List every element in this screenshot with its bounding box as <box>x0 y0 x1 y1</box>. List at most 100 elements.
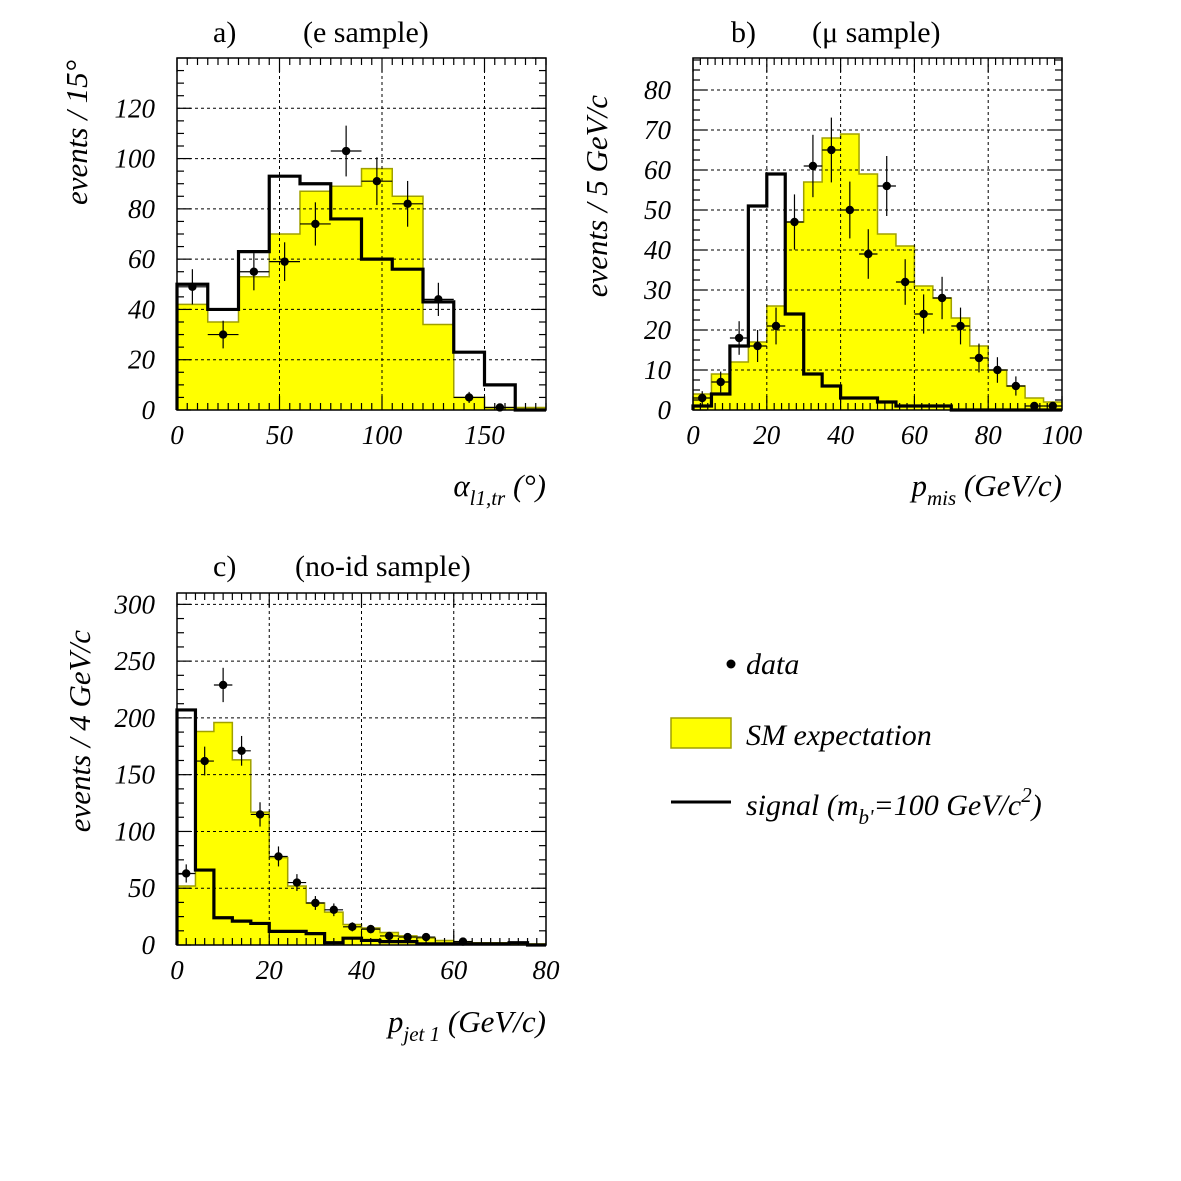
data-point <box>827 145 836 155</box>
y-tick-label: 300 <box>114 589 156 619</box>
x-tick-label: 60 <box>901 420 929 450</box>
data-point <box>1011 381 1021 391</box>
data-point <box>1030 401 1039 411</box>
data-point <box>937 293 947 303</box>
x-tick-label: 60 <box>440 955 468 985</box>
y-axis-label: events / 4 GeV/c <box>62 630 97 833</box>
legend-sm-label: SM expectation <box>746 719 932 752</box>
y-tick-label: 0 <box>658 395 672 425</box>
data-point <box>716 377 725 387</box>
legend-signal-label: signal (mb'=100 GeV/c2) <box>746 783 1042 829</box>
data-point <box>900 277 910 287</box>
panel-letter: a) <box>213 16 236 49</box>
panel-title: (e sample) <box>303 16 429 49</box>
y-tick-label: 0 <box>142 395 156 425</box>
y-tick-label: 60 <box>644 155 672 185</box>
x-tick-label: 0 <box>170 420 184 450</box>
data-point <box>255 810 265 819</box>
data-point <box>734 333 744 343</box>
y-tick-label: 150 <box>115 760 156 790</box>
y-tick-label: 250 <box>115 646 156 676</box>
panel-title: (no-id sample) <box>295 550 471 583</box>
panel-b: 0 20 40 60 80 100 0 10 20 30 40 50 60 70 80 b) (μ sample… <box>579 16 1083 510</box>
data-point <box>372 177 382 186</box>
data-point <box>808 161 818 171</box>
legend-sm-swatch <box>670 717 732 749</box>
data-point <box>280 257 289 266</box>
y-tick-label: 100 <box>115 816 156 846</box>
y-tick-label: 50 <box>128 873 156 903</box>
x-axis-label: pjet 1 (GeV/c) <box>386 1004 546 1046</box>
data-point <box>956 321 965 331</box>
data-point <box>403 932 412 942</box>
legend: data SM expectation signal (mb'=100 GeV/… <box>670 648 1042 829</box>
x-tick-label: 40 <box>827 420 855 450</box>
y-tick-label: 70 <box>644 115 672 145</box>
data-point <box>464 393 474 402</box>
y-axis-label: events / 5 GeV/c <box>579 95 614 298</box>
legend-data-label: data <box>746 648 799 681</box>
data-point <box>366 924 375 934</box>
y-tick-label: 20 <box>644 315 672 345</box>
y-tick-label: 120 <box>115 93 156 123</box>
data-point <box>864 249 873 259</box>
x-tick-label: 20 <box>256 955 284 985</box>
panel-a: 0 50 100 150 0 20 40 60 80 100 120 a) (e sample) αl1,… <box>59 16 547 510</box>
signal-histogram <box>175 174 546 412</box>
panel-c: 0 20 40 60 80 0 50 100 150 200 250 300 c) (no-id samp… <box>62 550 560 1046</box>
data-point <box>188 282 197 291</box>
data-point <box>274 852 283 861</box>
data-point <box>845 205 855 215</box>
data-point <box>403 199 412 209</box>
data-point <box>421 932 431 942</box>
data-point <box>698 393 707 403</box>
x-tick-label: 100 <box>1042 420 1083 450</box>
y-tick-label: 40 <box>644 235 672 265</box>
data-point <box>384 931 394 941</box>
y-tick-label: 80 <box>128 194 156 224</box>
x-tick-label: 0 <box>170 955 184 985</box>
y-tick-label: 0 <box>142 930 156 960</box>
data-point <box>249 267 259 276</box>
data-point <box>292 878 302 887</box>
y-axis-label: events / 15° <box>59 60 94 205</box>
x-tick-label: 0 <box>686 420 700 450</box>
x-tick-label: 100 <box>362 420 403 450</box>
data-point <box>341 146 351 156</box>
data-point <box>200 756 209 766</box>
data-point <box>434 295 443 304</box>
data-point <box>790 217 799 227</box>
y-tick-label: 80 <box>644 75 672 105</box>
x-tick-label: 40 <box>348 955 376 985</box>
data-point <box>329 905 339 914</box>
data-point <box>919 309 928 319</box>
x-axis-label: αl1,tr (°) <box>453 468 546 510</box>
y-tick-label: 10 <box>644 355 672 385</box>
data-point <box>218 680 228 690</box>
data-point <box>974 353 984 363</box>
panel-title: (μ sample) <box>812 16 941 49</box>
data-point <box>348 922 357 932</box>
sm-expectation-fill <box>177 168 546 410</box>
data-point <box>218 330 228 339</box>
x-tick-label: 80 <box>975 420 1003 450</box>
data-point <box>753 341 762 351</box>
data-point <box>311 898 320 908</box>
data-point <box>993 365 1002 375</box>
y-tick-label: 30 <box>643 275 672 305</box>
data-point <box>1048 401 1057 411</box>
y-tick-label: 60 <box>128 244 156 274</box>
y-tick-label: 200 <box>115 703 156 733</box>
panel-letter: b) <box>731 16 756 49</box>
data-point <box>882 181 891 191</box>
x-tick-label: 80 <box>533 955 561 985</box>
data-point <box>771 321 781 331</box>
y-tick-label: 20 <box>128 345 156 375</box>
x-axis-label: pmis (GeV/c) <box>909 468 1062 510</box>
x-tick-label: 50 <box>266 420 294 450</box>
data-point <box>182 869 191 878</box>
legend-data-marker <box>726 659 736 669</box>
y-tick-label: 100 <box>115 144 156 174</box>
x-tick-label: 150 <box>464 420 505 450</box>
